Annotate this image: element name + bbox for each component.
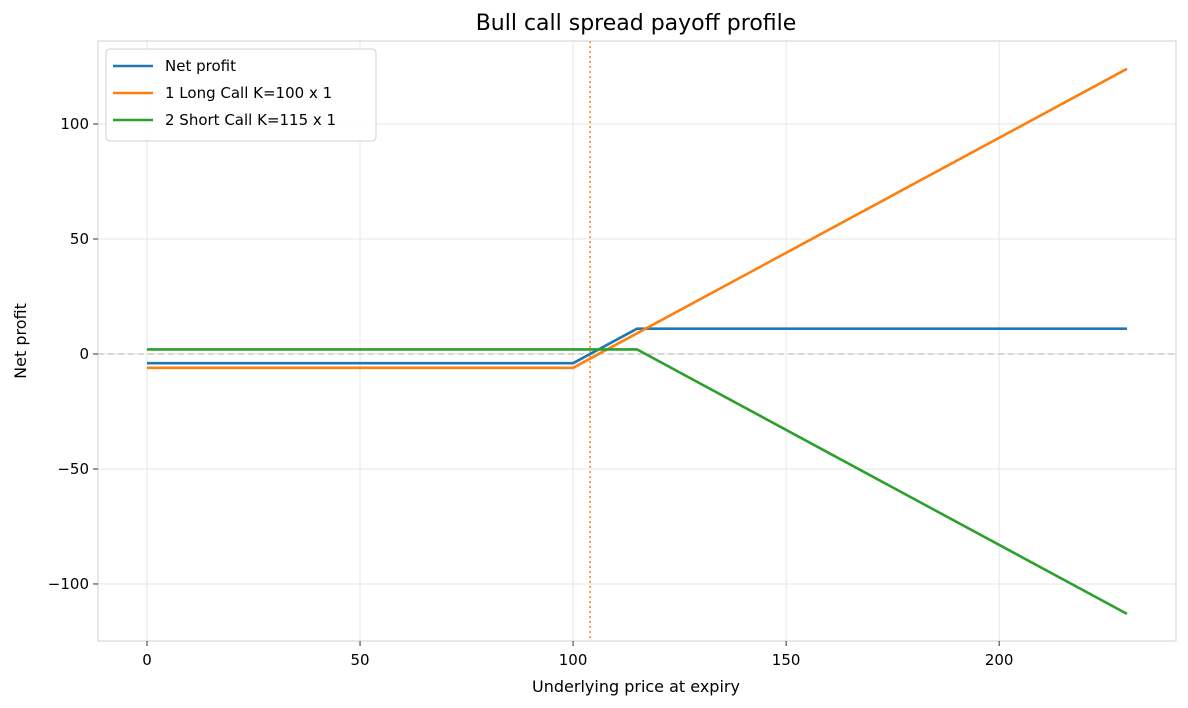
- y-tick-label: −50: [57, 460, 89, 478]
- chart-title: Bull call spread payoff profile: [476, 11, 797, 36]
- legend-label: 1 Long Call K=100 x 1: [165, 84, 332, 102]
- y-tick-label: 50: [70, 230, 89, 248]
- x-tick-label: 0: [142, 651, 152, 669]
- series-line-3: [147, 348, 1128, 616]
- x-tick-label: 100: [559, 651, 588, 669]
- y-tick-label: −100: [48, 575, 89, 593]
- x-axis-label: Underlying price at expiry: [532, 677, 740, 696]
- y-axis-label: Net profit: [11, 303, 30, 379]
- legend-label: 2 Short Call K=115 x 1: [165, 111, 336, 129]
- series-line-2: [147, 67, 1128, 370]
- plot-frame: [97, 40, 1177, 642]
- series-lines: [147, 67, 1128, 616]
- legend-label: Net profit: [165, 57, 236, 75]
- legend-box: [105, 48, 377, 142]
- x-tick-label: 150: [772, 651, 801, 669]
- ticks: 0 50 100 150 200 −100 −50 0 50 100: [48, 115, 1014, 669]
- x-tick-label: 200: [985, 651, 1014, 669]
- y-tick-label: 100: [60, 115, 89, 133]
- series-line-1: [147, 327, 1127, 365]
- legend: Net profit 1 Long Call K=100 x 1 2 Short C…: [105, 48, 377, 142]
- y-tick-label: 0: [79, 345, 89, 363]
- x-tick-label: 50: [350, 651, 369, 669]
